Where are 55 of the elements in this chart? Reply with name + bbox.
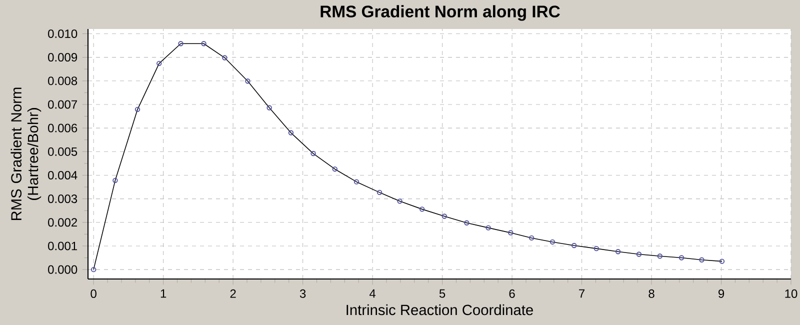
point: [376, 190, 382, 196]
point: [657, 254, 662, 259]
y-axis-title: RMS Gradient Norm (Hartree/Bohr): [10, 88, 42, 220]
point: [397, 198, 402, 204]
point: [636, 252, 642, 257]
point: [442, 214, 447, 219]
point: [508, 230, 514, 236]
y-tick-label: 0.007: [48, 100, 77, 109]
point: [201, 41, 206, 46]
point: [90, 266, 96, 272]
point: [332, 166, 338, 172]
y-tick-label: 0.002: [48, 218, 77, 227]
x-tick-label: 3: [300, 289, 306, 298]
x-tick-label: 0: [90, 289, 96, 298]
y-tick-label: 0.008: [48, 76, 78, 86]
point: [178, 41, 184, 46]
point: [719, 258, 725, 264]
x-tick-label: 2: [230, 289, 236, 298]
point: [550, 239, 556, 245]
x-tick-label: 8: [648, 289, 654, 298]
point: [572, 242, 577, 248]
point: [134, 106, 140, 112]
y-tick-label: 0.001: [48, 242, 78, 250]
point: [288, 130, 294, 136]
point: [528, 235, 534, 241]
x-tick-label: 7: [579, 289, 585, 298]
point: [464, 220, 470, 226]
point: [156, 60, 162, 66]
y-tick-label: 0.003: [48, 194, 78, 204]
x-tick-label: 4: [369, 289, 376, 298]
x-tick-label: 6: [509, 289, 515, 298]
point: [615, 249, 621, 254]
point: [419, 206, 425, 212]
point: [486, 225, 491, 230]
y-tick-label: 0.005: [48, 147, 78, 156]
x-tick-label: 10: [785, 289, 798, 298]
y-tick-label: 0.009: [48, 53, 78, 62]
y-tick-label: 0.000: [48, 265, 78, 274]
x-tick-label: 1: [160, 289, 166, 298]
point: [594, 246, 600, 252]
point: [266, 105, 272, 110]
y-tick-label: 0.006: [48, 124, 78, 132]
x-axis-title: Intrinsic Reaction Coordinate: [346, 304, 533, 316]
x-tick-label: 9: [718, 289, 724, 298]
x-tick-label: 5: [439, 289, 446, 298]
chart-title: RMS Gradient Norm along IRC: [320, 5, 560, 21]
point: [112, 178, 118, 184]
point: [678, 255, 684, 260]
y-tick-label: 0.004: [48, 170, 78, 180]
point: [222, 55, 228, 60]
point: [699, 257, 704, 262]
point: [245, 78, 250, 84]
point: [354, 179, 360, 184]
point: [310, 150, 316, 156]
y-tick-label: 0.010: [48, 29, 78, 38]
